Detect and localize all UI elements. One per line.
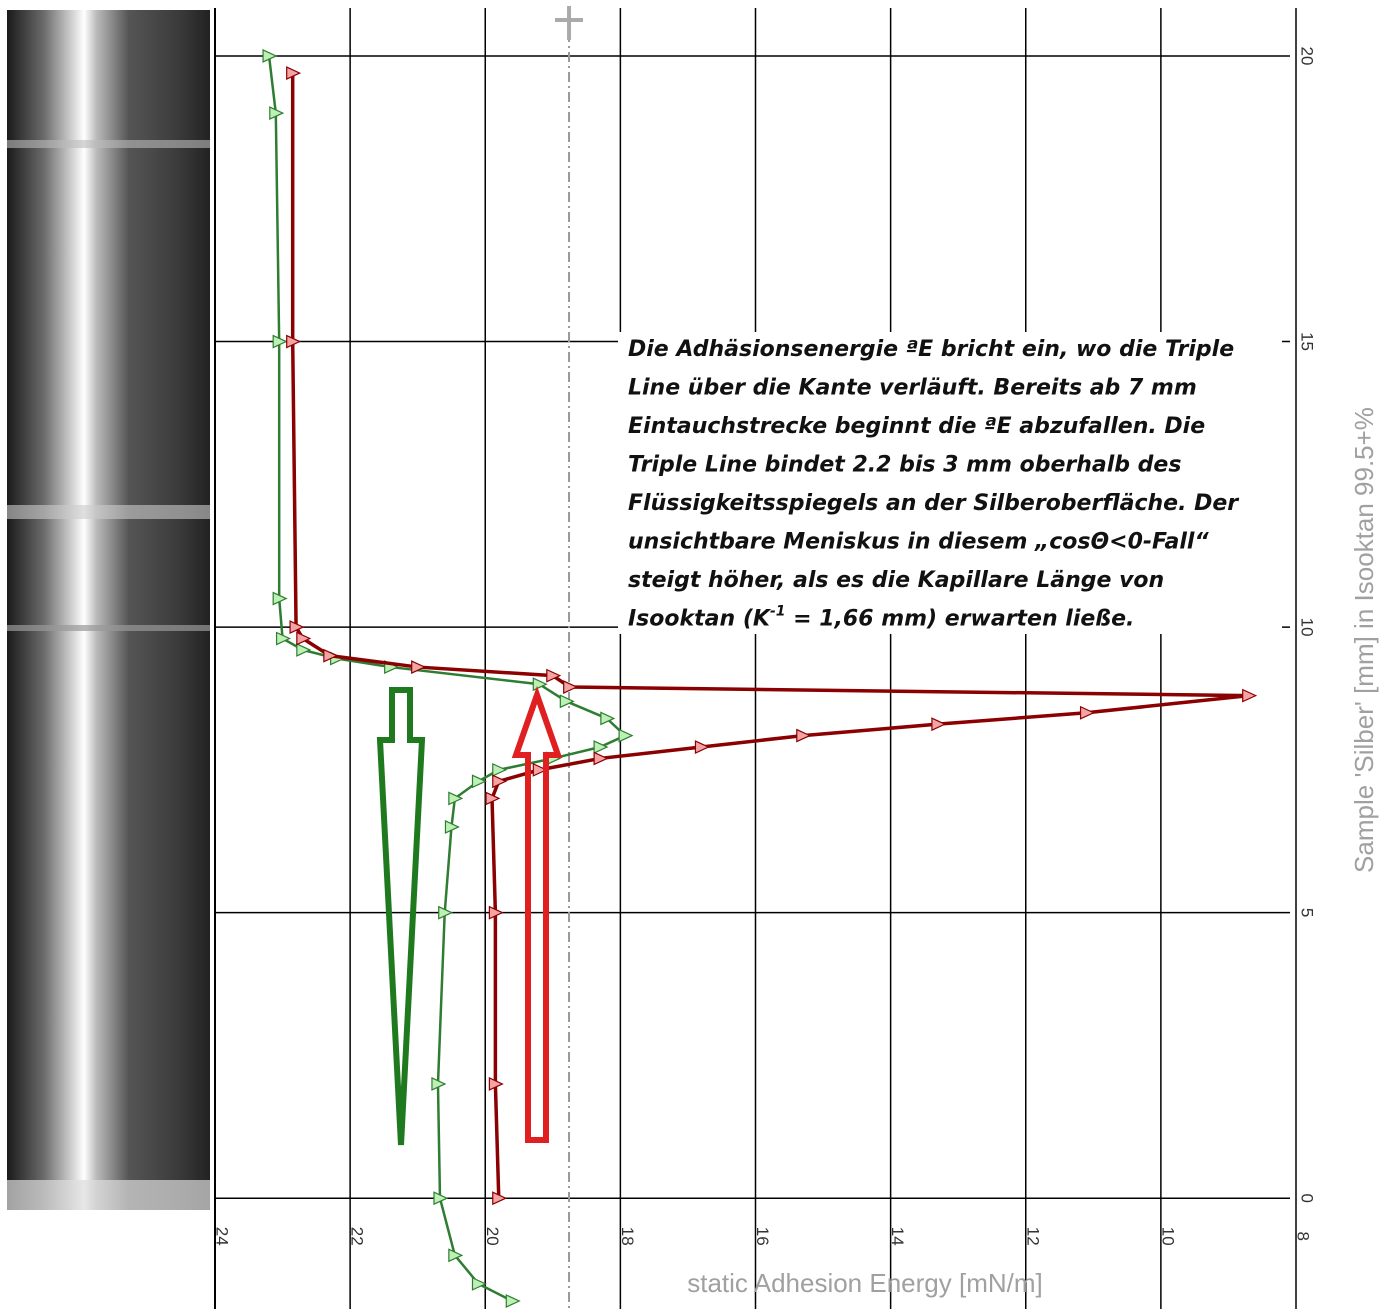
point-marker [1079,705,1095,720]
point-marker [411,660,427,675]
point-marker [431,1077,447,1091]
point-marker [492,762,508,777]
reference-cross [555,6,584,40]
x-tick-label: 14 [888,1227,907,1246]
y-tick-label: 0 [1298,1193,1317,1202]
point-marker [1242,688,1258,703]
x-tick-label: 10 [1158,1227,1177,1246]
point-marker [269,106,285,121]
point-marker [559,694,575,709]
point-marker [323,648,339,663]
point-marker [546,668,562,683]
point-marker [296,642,312,657]
annotation-text: = 1,66 mm) erwarten ließe. [786,607,1135,632]
sample-photo [7,10,210,1210]
x-tick-label: 22 [348,1227,367,1246]
point-marker [471,774,487,789]
point-marker [492,1191,508,1206]
annotation-line: Line über die Kante verläuft. Bereits ab… [628,376,1197,401]
series-line [290,73,1249,1199]
annotation-line: Eintauchstrecke beginnt die ªE abzufalle… [628,414,1205,439]
point-marker [796,728,812,743]
y-tick-label: 5 [1298,908,1317,917]
y-tick-label: 15 [1298,332,1317,351]
point-marker [488,905,504,920]
point-marker [532,677,548,692]
y-axis-label: Sample 'Silber' [mm] in Isooktan 99.5+% [1349,407,1379,873]
point-marker [593,740,609,754]
point-marker [471,1276,487,1291]
x-tick-label: 20 [483,1227,502,1246]
point-marker [262,49,278,63]
annotation-line: Triple Line bindet 2.2 bis 3 mm oberhalb… [628,453,1181,478]
annotation: Die Adhäsionsenergie ªE bricht ein, wo d… [628,337,1239,632]
point-marker [931,717,947,732]
x-axis-label: static Adhesion Energy [mN/m] [687,1268,1042,1298]
annotation-text: Isooktan (K [628,607,772,632]
point-marker [272,334,288,349]
point-marker [563,680,579,694]
annotation-line: Die Adhäsionsenergie ªE bricht ein, wo d… [628,337,1234,362]
annotation-line: steigt höher, als es die Kapillare Länge… [628,568,1164,593]
point-marker [488,1077,504,1091]
point-marker [485,791,501,806]
point-marker [296,631,312,646]
y-tick-label: 20 [1298,47,1317,66]
annotation-line: Flüssigkeitsspiegels an der Silberoberfl… [628,491,1239,516]
point-marker [438,905,454,920]
x-tick-label: 12 [1023,1227,1042,1246]
point-marker [492,774,508,789]
series-line [267,55,628,1303]
arrow-down [376,687,426,1146]
point-marker [448,791,464,806]
x-tick-label: 8 [1294,1231,1313,1240]
point-marker [694,740,710,754]
point-marker [433,1191,449,1206]
point-marker [532,762,548,777]
point-marker [286,334,302,349]
point-marker [618,728,634,743]
y-tick-label: 10 [1298,618,1317,637]
point-marker [272,591,288,606]
arrow-up [511,685,563,1143]
annotation-box [618,332,1282,634]
annotation-line: unsichtbare Meniskus in diesem „cosΘ<0-F… [628,530,1209,555]
x-tick-label: 18 [618,1227,637,1246]
x-tick-label: 24 [213,1227,232,1246]
annotation-superscript: -1 [770,604,786,620]
point-marker [444,820,460,834]
point-marker [289,620,305,635]
x-tick-label: 16 [753,1227,772,1246]
point-marker [448,1248,464,1263]
point-marker [286,66,302,81]
point-marker [505,1294,521,1308]
point-marker [600,711,616,726]
point-marker [593,751,609,766]
point-marker [275,631,291,646]
